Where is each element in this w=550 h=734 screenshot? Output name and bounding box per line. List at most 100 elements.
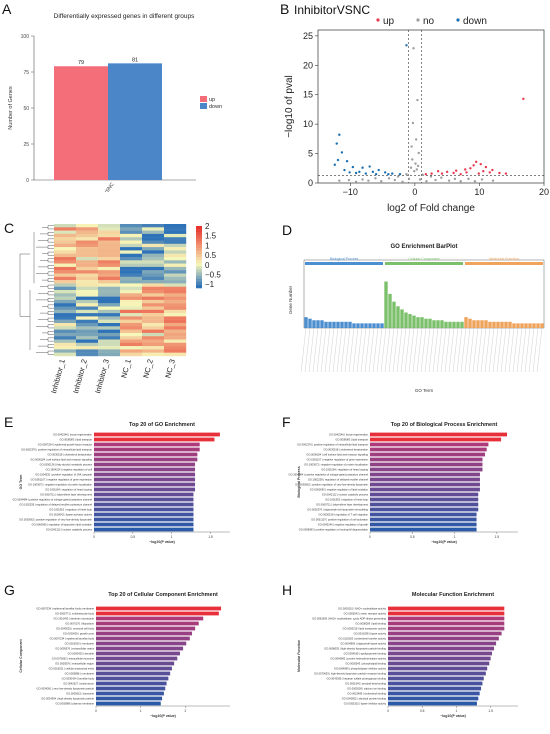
x-axis-label: −log10(P value) xyxy=(431,540,457,544)
bar xyxy=(432,320,436,328)
legend-label: down xyxy=(209,104,222,110)
bar xyxy=(412,315,416,328)
group-header xyxy=(465,262,543,265)
point-down xyxy=(340,151,344,154)
point-down xyxy=(377,168,380,172)
point-no xyxy=(453,177,457,181)
heatmap-cell xyxy=(120,299,143,304)
heatmap-cell xyxy=(142,276,165,281)
x-axis-label: GO Term xyxy=(415,388,433,393)
x-tick-label-placeholder xyxy=(464,327,471,373)
panel-label: F xyxy=(282,414,291,430)
heatmap-cell xyxy=(54,323,77,327)
bar xyxy=(352,323,356,328)
heatmap-cell xyxy=(76,290,99,294)
heatmap-cell xyxy=(142,299,165,304)
category-label: GO:0042802 | identical protein binding xyxy=(342,697,387,701)
bar xyxy=(472,320,476,328)
x-tick-label-placeholder xyxy=(376,327,383,373)
bar xyxy=(96,616,204,621)
heatmap-cell xyxy=(98,352,121,357)
bar xyxy=(312,320,316,328)
bar xyxy=(94,507,194,512)
heatmap-cell xyxy=(120,326,143,330)
bar xyxy=(520,323,524,328)
bar xyxy=(370,447,487,452)
bar xyxy=(304,317,308,328)
heatmap-cell xyxy=(164,233,187,238)
heatmap-cell xyxy=(76,233,99,238)
legend-label: up xyxy=(209,97,215,103)
bar xyxy=(428,318,432,328)
heatmap-cell xyxy=(142,280,165,284)
point-down xyxy=(371,170,375,174)
x-tick-label-placeholder xyxy=(348,327,355,373)
legend-swatch xyxy=(200,96,207,102)
heatmap-cell xyxy=(76,280,99,284)
y-axis-label: Cellular Component xyxy=(19,639,23,673)
heatmap-cell xyxy=(98,263,121,268)
heatmap-cell xyxy=(164,257,187,261)
panel-b: B InhibitorVSNC up no down −10 0 10 20 0 5 10 15 20 2… xyxy=(278,0,550,218)
category-label: GO:0030426 | growth cone xyxy=(63,632,95,636)
bar xyxy=(324,321,328,328)
panel-c: C Inhibitor_1 Inhibitor_2 Inhibitor_3 NC_1 N… xyxy=(0,220,272,402)
bar xyxy=(392,301,396,328)
x-tick-label-placeholder xyxy=(336,327,343,373)
bar xyxy=(94,492,194,497)
heatmap-cell xyxy=(142,243,165,248)
colorbar-step xyxy=(196,278,202,283)
heatmap-cell xyxy=(164,346,187,350)
chart-g: Top 20 of Cellular Component Enrichment G… xyxy=(19,592,230,718)
category-label: GO:0120020 | cholesterol transfer activi… xyxy=(338,637,386,641)
point-up xyxy=(440,172,444,175)
heatmap-cell xyxy=(98,276,121,281)
bar xyxy=(316,320,320,328)
bar xyxy=(94,527,194,532)
category-label: GO:0030425 | dendrite xyxy=(68,652,95,656)
heatmap-cell xyxy=(164,326,187,330)
heatmap-cell xyxy=(76,266,99,271)
point-no xyxy=(407,177,411,181)
bar xyxy=(388,661,490,666)
x-tick-label-placeholder xyxy=(460,327,467,373)
bar xyxy=(96,701,161,706)
x-tick-label: InhibitorVSNC xyxy=(93,181,116,192)
heatmap-cell xyxy=(54,339,77,343)
heatmap-cell xyxy=(76,250,99,254)
heatmap-cell xyxy=(98,227,121,231)
heatmap-cell xyxy=(142,266,165,271)
point-no xyxy=(410,145,413,148)
bar xyxy=(528,323,532,328)
heatmap-cell xyxy=(120,336,143,340)
colorbar-step xyxy=(196,232,202,236)
category-label: GO:0002376 | positive regulation of intr… xyxy=(21,448,92,452)
category-label: GO:0015485 | cholesterol binding xyxy=(347,692,386,696)
category-label: GO:0070062 | extracellular exosome xyxy=(52,657,95,661)
x-tick-label-placeholder xyxy=(392,327,399,373)
bar xyxy=(388,606,505,611)
category-label: GO:0002376 | triglyceride-rich lipoprote… xyxy=(307,508,368,512)
heatmap-cell xyxy=(164,240,187,244)
bar xyxy=(500,321,504,328)
x-tick-label-placeholder xyxy=(512,327,519,373)
heatmap-cell xyxy=(164,316,187,320)
heatmap-cell xyxy=(164,270,187,274)
heatmap-cell xyxy=(98,280,121,284)
category-label: GO:0006184 | cell surface lipid and rece… xyxy=(30,458,92,462)
heatmap-cell xyxy=(76,329,99,334)
category-label: GO:0005042 | netrin receptor activity xyxy=(344,612,387,616)
category-label: GO:0043395 | heparan sulfate proteoglyca… xyxy=(326,677,386,681)
x-tick-label-placeholder xyxy=(380,327,387,373)
heatmap-cell xyxy=(164,290,187,294)
x-tick-label-placeholder xyxy=(532,327,539,373)
bar xyxy=(388,701,477,706)
heatmap-cell xyxy=(76,342,99,347)
point-up xyxy=(469,167,472,170)
colorbar-step xyxy=(196,284,202,289)
category-label: GO:0016042 | lipase activator activity xyxy=(49,513,93,517)
category-label: GO:0008083 | positive regulation of neut… xyxy=(299,528,369,532)
x-tick-label-placeholder xyxy=(472,327,479,373)
heatmap-cell xyxy=(142,270,165,274)
chart-title: Molecular Function Enrichment xyxy=(412,592,494,598)
